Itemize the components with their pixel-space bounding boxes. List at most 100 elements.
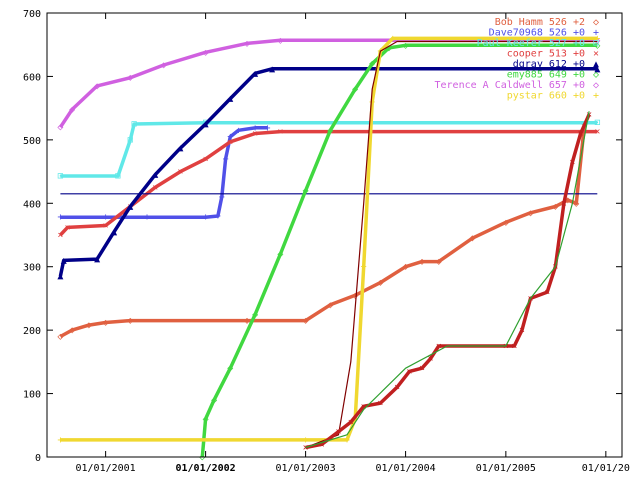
- series-3-point-2: ×: [103, 220, 109, 231]
- series-0-point-4: ◇: [127, 316, 133, 327]
- series-3-point-10: ×: [594, 127, 600, 138]
- series-line-10: [305, 113, 591, 450]
- series-0-point-18: ◇: [573, 198, 579, 209]
- series-0-point-7: ◇: [327, 300, 333, 311]
- series-0-point-9: ◇: [377, 278, 383, 289]
- series-4-point-10: ▲: [269, 64, 275, 75]
- series-layer: ◇◇ ◇ ◇ ◇ ◇ ◇◇◇◇◇ ◇ ◇◇◇◇◇◇ ◇◇+ + + + +++++ + +⊡ ⊡⊡⊡ ⊡ ⊡×× ×…: [57, 33, 600, 463]
- x-tick-label-2: 01/01/2003: [275, 463, 335, 474]
- series-8-point-8: +: [594, 33, 600, 44]
- series-0-point-10: ◇: [403, 262, 409, 273]
- legend-marker-1: +: [593, 28, 599, 39]
- series-3-point-8: ×: [252, 129, 258, 140]
- legend: Bob Hamm 526 +2 ◇ Dave70968 526 +0 + Paul Ke…: [434, 17, 599, 102]
- series-7-point-5: ◇: [203, 47, 209, 58]
- series-line-11: [305, 111, 590, 449]
- series-line-6: [200, 43, 598, 458]
- series-3-point-1: ×: [65, 222, 71, 233]
- series-6-point-9: ◇: [369, 59, 375, 70]
- legend-label-0: Bob Hamm 526 +2: [495, 17, 585, 28]
- series-10-point-4: ×: [361, 401, 367, 412]
- plot-frame: [46, 12, 623, 458]
- series-4-point-9: ▲: [252, 68, 258, 79]
- series-7-point-7: ◇: [277, 35, 283, 46]
- series-4-point-11: ▲: [594, 64, 600, 75]
- series-0-point-5: ◇: [244, 316, 250, 327]
- series-10-point-9: ×: [428, 354, 434, 365]
- y-tick-label-1: 100: [23, 390, 41, 401]
- series-line-1: [60, 126, 268, 219]
- series-1-point-6: +: [223, 154, 229, 165]
- series-2-point-0: ⊡: [57, 171, 63, 182]
- series-6-point-4: ◇: [252, 309, 258, 320]
- x-tick-label-1: 01/01/2002: [176, 463, 236, 474]
- series-3-point-5: ×: [177, 167, 183, 178]
- series-4-point-5: ▲: [152, 170, 158, 181]
- series-0-point-16: ◇: [552, 201, 558, 212]
- series-line-0: [59, 123, 587, 339]
- series-line-3: [59, 129, 598, 237]
- series-0-point-17: ◇: [565, 195, 571, 206]
- series-10-point-15: ×: [544, 287, 550, 298]
- series-3-point-6: ×: [203, 154, 209, 165]
- series-4-point-4: ▲: [127, 201, 133, 212]
- series-6-point-10: ◇: [386, 43, 392, 54]
- y-tick-label-5: 500: [23, 136, 41, 147]
- series-6-point-5: ◇: [277, 249, 283, 260]
- series-line-4: [58, 67, 598, 277]
- series-1-point-7: +: [227, 132, 233, 143]
- series-8-point-5: +: [369, 97, 375, 108]
- series-line-2: [60, 120, 598, 178]
- x-tick-label-4: 01/01/2005: [476, 463, 536, 474]
- series-10-point-5: ×: [377, 398, 383, 409]
- x-tick-label-3: 01/01/2004: [375, 463, 435, 474]
- y-tick-label-3: 300: [23, 263, 41, 274]
- series-10-point-7: ×: [406, 366, 412, 377]
- series-10-point-19: ×: [578, 129, 584, 140]
- series-0-point-13: ◇: [469, 233, 475, 244]
- series-10-point-18: ×: [569, 157, 575, 168]
- series-7-point-0: ◇: [57, 122, 63, 133]
- series-10-point-13: ×: [519, 325, 525, 336]
- legend-marker-2: ⊡: [593, 38, 599, 49]
- legend-marker-4: ▲: [593, 59, 599, 70]
- legend-label-1: Dave70968 526 +0: [489, 28, 585, 39]
- legend-label-8: pystar 660 +0: [507, 91, 585, 102]
- series-4-point-2: ▲: [94, 254, 100, 265]
- series-6-point-11: ◇: [403, 40, 409, 51]
- series-2-point-5: ⊡: [594, 118, 600, 129]
- series-10-point-8: ×: [419, 363, 425, 374]
- legend-marker-3: ×: [593, 49, 599, 60]
- series-1-point-8: +: [235, 125, 241, 136]
- series-7-point-4: ◇: [161, 60, 167, 71]
- y-tick-label-0: 0: [35, 453, 41, 464]
- series-4-point-7: ▲: [203, 119, 209, 130]
- series-0-point-6: ◇: [303, 316, 309, 327]
- series-0-point-2: ◇: [86, 320, 92, 331]
- y-tick-label-7: 700: [23, 9, 41, 20]
- series-6-point-6: ◇: [303, 186, 309, 197]
- series-0-point-11: ◇: [419, 257, 425, 268]
- series-10-point-20: ×: [586, 109, 592, 120]
- series-0-point-12: ◇: [436, 257, 442, 268]
- series-1-point-0: +: [57, 212, 63, 223]
- series-4-point-3: ▲: [111, 227, 117, 238]
- series-8-point-2: +: [344, 435, 350, 446]
- series-2-point-2: ⊡: [127, 135, 133, 146]
- series-6-point-1: ◇: [203, 414, 209, 425]
- legend-label-4: dgray 612 +0: [513, 59, 585, 70]
- y-tick-label-2: 200: [23, 326, 41, 337]
- series-1-point-10: +: [265, 123, 271, 134]
- series-0-point-0: ◇: [57, 331, 63, 342]
- series-line-8: [60, 36, 598, 442]
- axis-layer: 0 100 200 300 400 500 600 700 01/01/2001 01/01/20…: [23, 9, 630, 474]
- series-3-point-9: ×: [277, 127, 283, 138]
- series-0-point-15: ◇: [527, 208, 533, 219]
- series-6-point-3: ◇: [227, 363, 233, 374]
- series-8-point-4: +: [361, 262, 367, 273]
- legend-marker-7: ◇: [593, 80, 599, 91]
- series-7-point-3: ◇: [127, 73, 133, 84]
- series-8-point-1: +: [303, 435, 309, 446]
- series-8-point-7: +: [390, 33, 396, 44]
